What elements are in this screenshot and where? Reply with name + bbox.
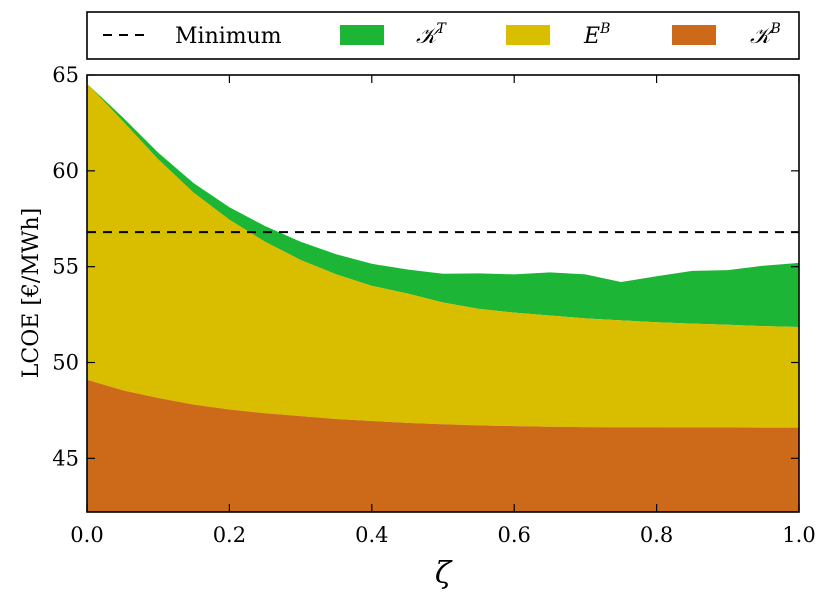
legend-swatch-kt (340, 25, 384, 45)
y-axis-label: LCOE [€/MWh] (19, 208, 44, 378)
area-eb (87, 83, 799, 428)
y-tick-label: 50 (52, 351, 79, 375)
legend: Minimum 𝒦T EB 𝒦B (86, 11, 800, 60)
legend-label-kb-sup: B (769, 21, 780, 37)
legend-label-eb-sup: B (599, 21, 610, 37)
y-tick-label: 45 (52, 446, 79, 470)
legend-swatch-kb (672, 25, 716, 45)
legend-swatch-eb (506, 25, 550, 45)
area-kb (87, 379, 799, 512)
x-axis: 0.0 0.2 0.4 0.6 0.8 1.0 (70, 75, 816, 547)
x-tick-label: 0.8 (640, 523, 673, 547)
y-tick-label: 55 (52, 255, 79, 279)
x-tick-label: 0.0 (70, 523, 103, 547)
plot-area (86, 74, 800, 513)
legend-label-kt-sup: T (436, 21, 447, 37)
legend-label-eb-base: E (583, 24, 600, 49)
plot-frame (86, 74, 800, 513)
y-tick-label: 60 (52, 159, 79, 183)
y-tick-label: 65 (52, 63, 79, 87)
legend-label-minimum: Minimum (175, 24, 282, 49)
x-tick-label: 0.6 (497, 523, 530, 547)
area-kt (87, 83, 799, 328)
x-tick-label: 1.0 (782, 523, 815, 547)
x-tick-label: 0.4 (355, 523, 388, 547)
legend-label-eb: EB (583, 21, 610, 49)
y-axis: 45 50 55 60 65 (52, 63, 799, 470)
x-axis-label: ζ (435, 556, 453, 591)
x-tick-label: 0.2 (213, 523, 246, 547)
